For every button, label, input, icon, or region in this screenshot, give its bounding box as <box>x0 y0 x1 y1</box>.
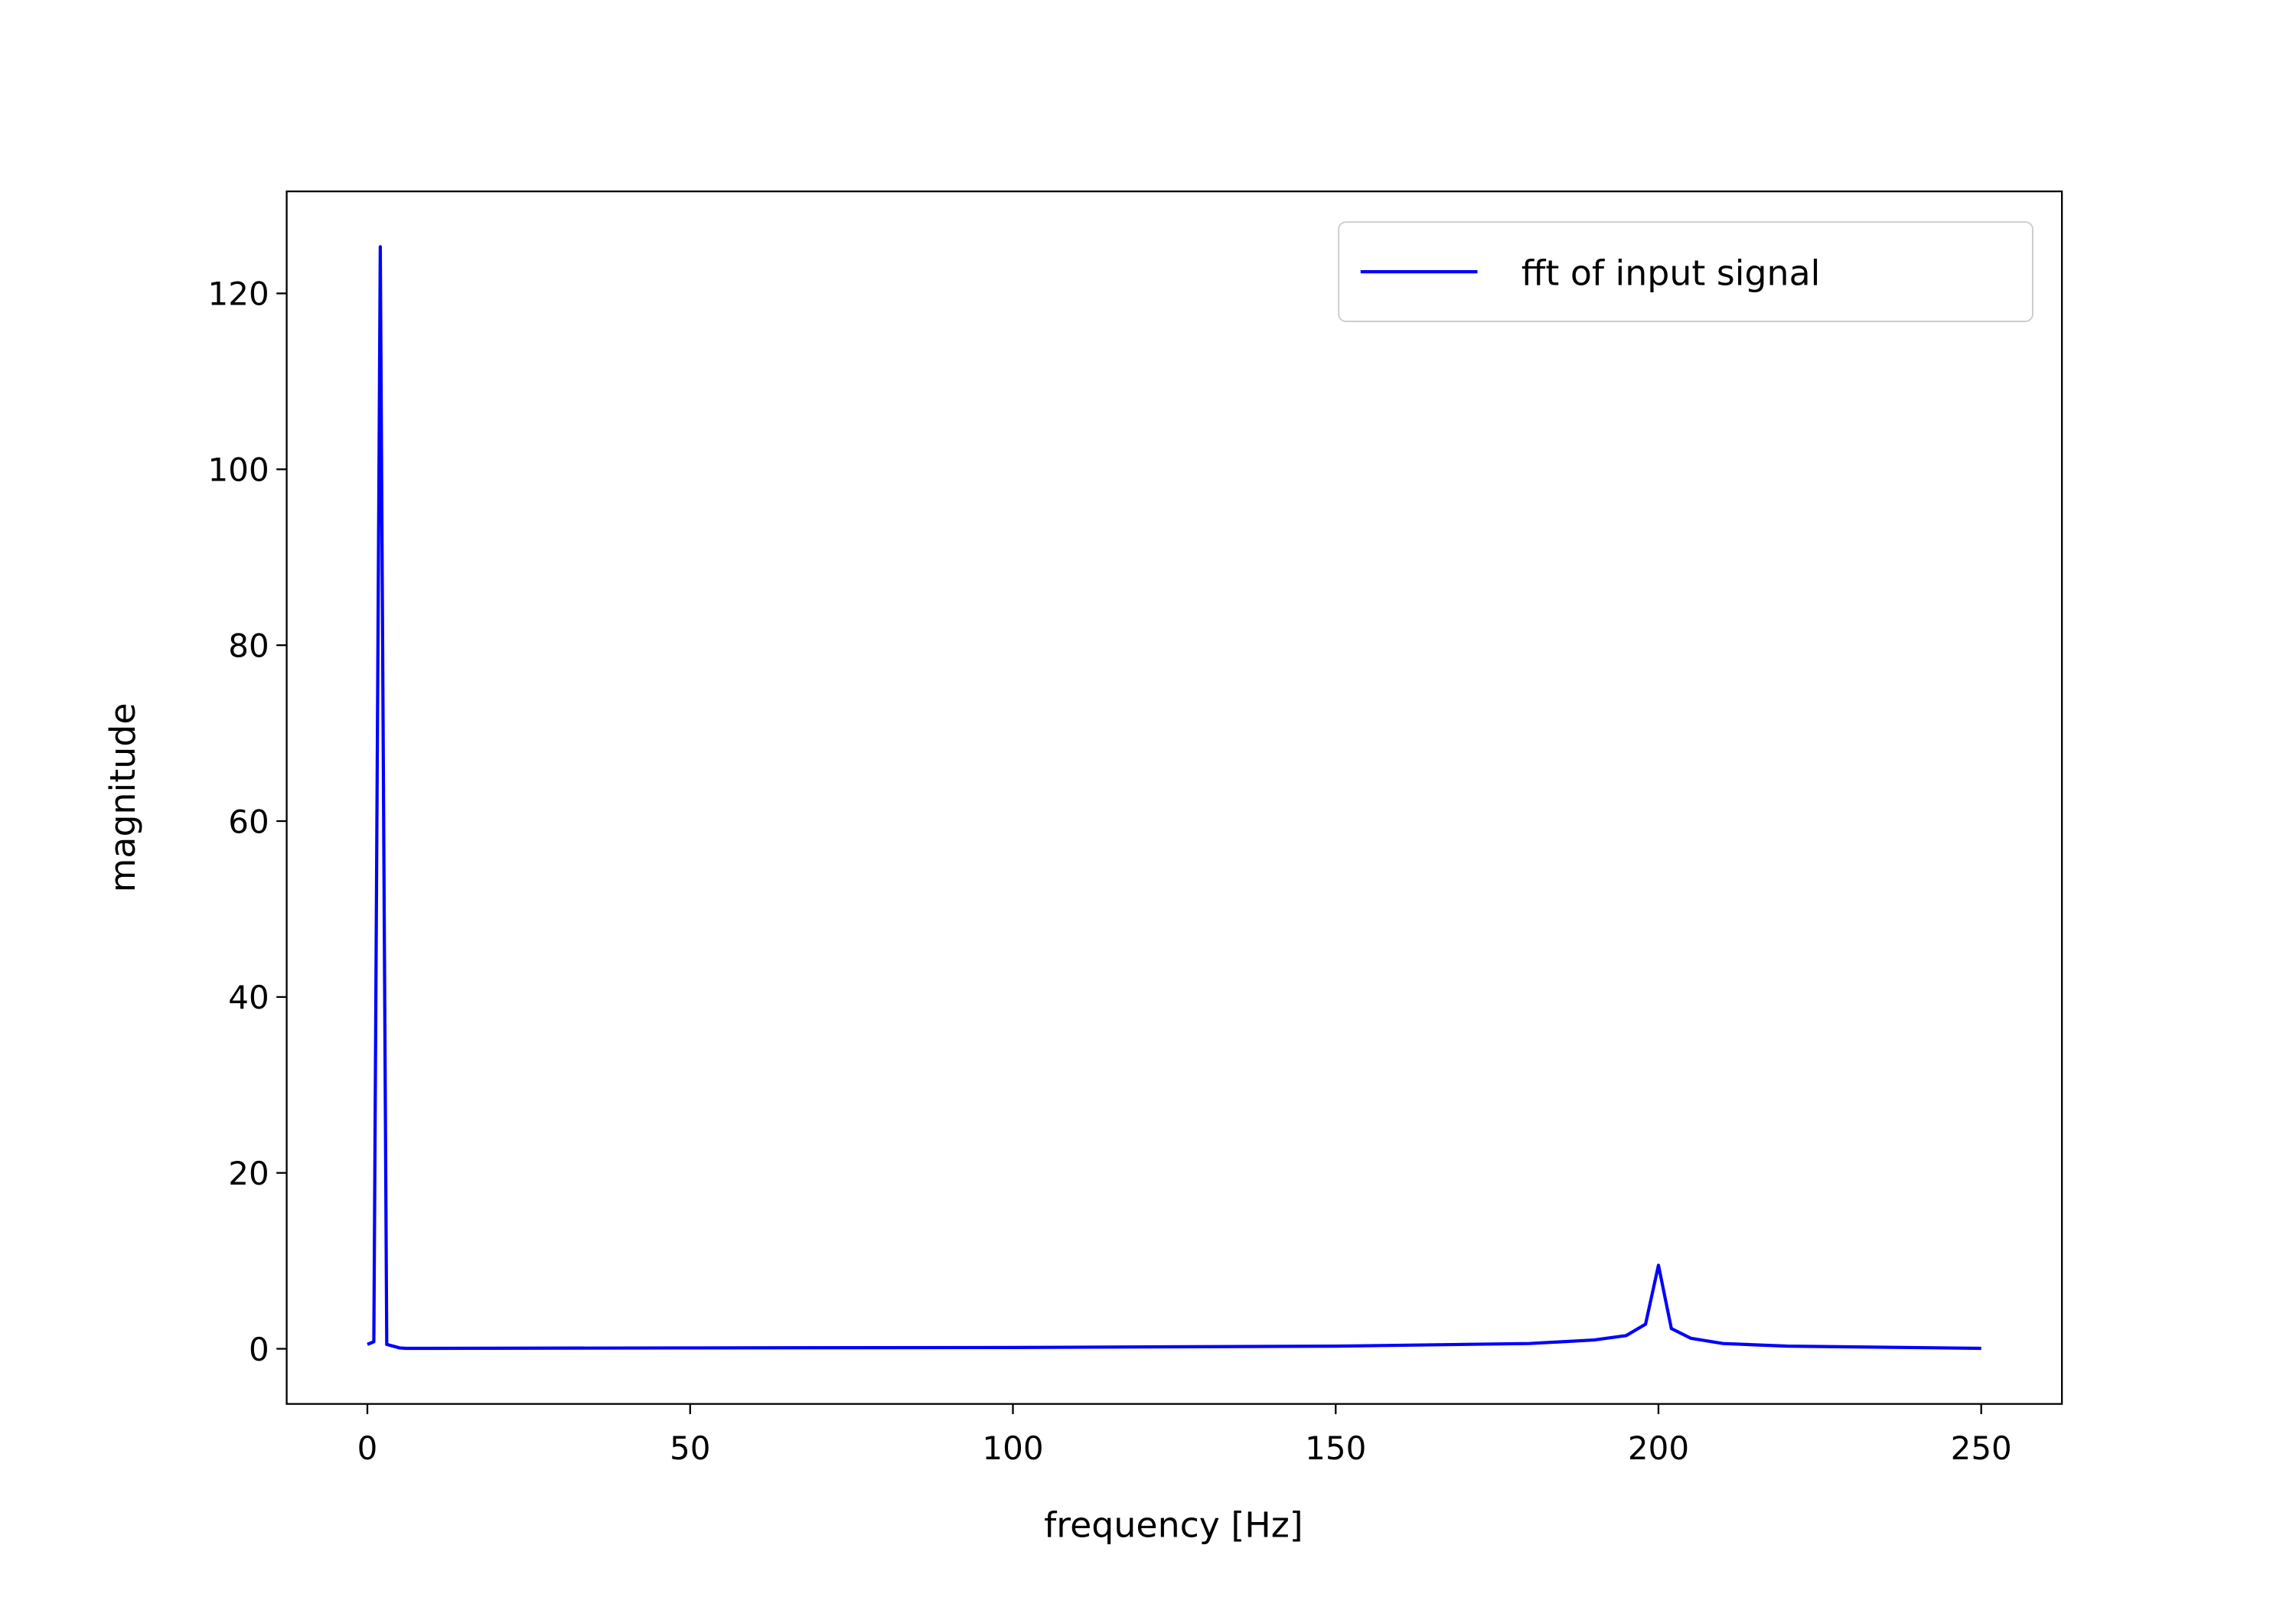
line-series <box>367 245 1981 1351</box>
y-tick-label: 60 <box>228 803 269 840</box>
y-tick-label: 80 <box>228 627 269 664</box>
plot-frame <box>285 190 2063 1405</box>
y-tick-label: 20 <box>228 1155 269 1192</box>
y-tick-label: 100 <box>208 451 269 489</box>
x-tick-label: 0 <box>357 1429 378 1467</box>
legend-box <box>1338 221 2033 322</box>
x-axis-label: frequency [Hz] <box>1044 1504 1303 1545</box>
x-tick-label: 150 <box>1305 1429 1366 1467</box>
x-tick-label: 200 <box>1628 1429 1689 1467</box>
legend-label: fft of input signal <box>1521 252 1821 293</box>
y-tick-label: 120 <box>208 275 269 313</box>
y-tick-label: 0 <box>249 1331 269 1368</box>
x-tick-label: 100 <box>982 1429 1043 1467</box>
x-tick-label: 250 <box>1951 1429 2012 1467</box>
y-tick-label: 40 <box>228 979 269 1016</box>
y-axis-label: magnitude <box>102 702 143 892</box>
x-tick-label: 50 <box>670 1429 710 1467</box>
